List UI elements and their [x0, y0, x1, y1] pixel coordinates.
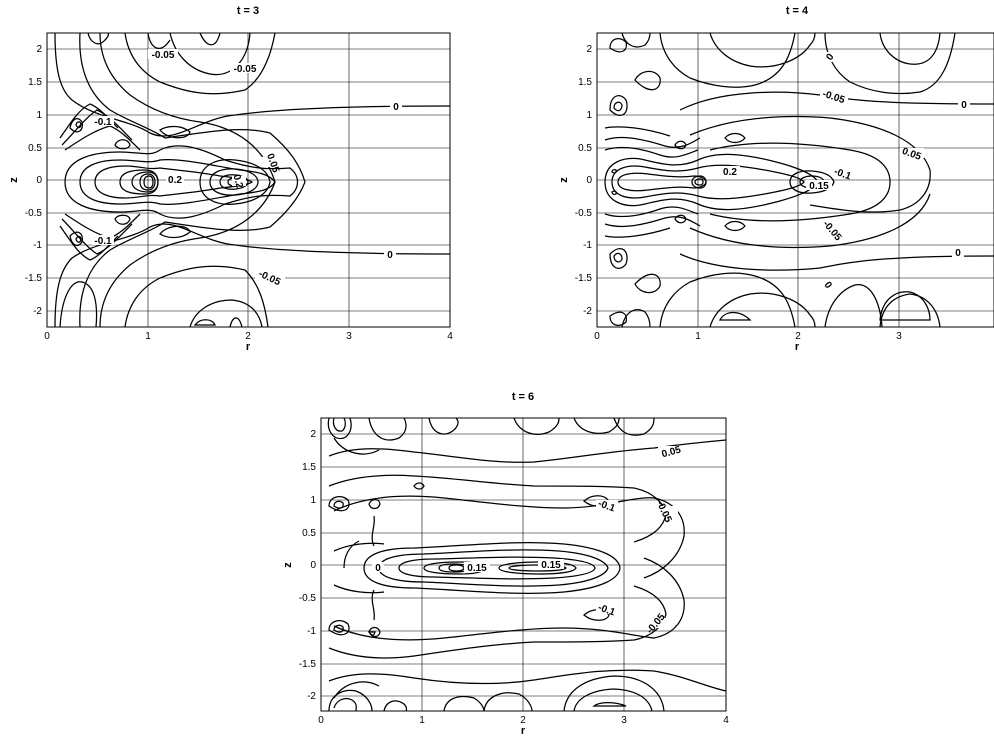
contour-plot-t4: t = 4	[550, 0, 994, 360]
x-tick-label: 2	[795, 331, 801, 342]
y-tick-label: 1	[310, 495, 316, 506]
contour-label: -0.1	[94, 236, 112, 247]
y-tick-labels: -2 -1.5 -1 -0.5 0 0.5 1 1.5 2	[299, 429, 317, 702]
y-tick-label: 1.5	[578, 77, 592, 88]
y-tick-label: -1.5	[299, 659, 317, 670]
y-tick-label: 1.5	[302, 462, 316, 473]
contour-label: -0.05	[257, 269, 283, 289]
contour-label-group: 0 -0.05 0 0.05 0.2 -0.1 0.15 -0.05 0 0	[720, 51, 970, 291]
contour-label: 0.2	[168, 175, 182, 186]
x-tick-labels: 0 1 2 3 4	[44, 331, 453, 342]
y-tick-labels: -2 -1.5 -1 -0.5 0 0.5 1 1.5 2	[25, 44, 43, 317]
x-tick-label: 3	[621, 715, 627, 726]
y-tick-label: 0.5	[578, 143, 592, 154]
y-tick-label: -0.5	[299, 593, 317, 604]
y-tick-label: -1.5	[25, 273, 43, 284]
x-axis-label: r	[521, 725, 526, 737]
contour-label: 0.2	[723, 167, 737, 178]
contour-label: 0	[375, 563, 381, 574]
x-tick-labels: 0 1 2 3	[594, 331, 902, 342]
y-tick-label: 0.5	[302, 528, 316, 539]
chart-title: t = 6	[512, 391, 534, 403]
y-tick-label: -1.5	[575, 273, 593, 284]
plot-frame	[320, 417, 727, 712]
y-tick-label: 1.5	[28, 77, 42, 88]
y-tick-label: 2	[310, 429, 316, 440]
y-tick-label: 1	[586, 110, 592, 121]
grid-lines	[321, 418, 726, 711]
contour-label: -0.05	[234, 64, 257, 75]
chart-title: t = 4	[786, 5, 809, 17]
y-tick-label: -2	[307, 691, 316, 702]
x-axis-label: r	[795, 341, 800, 353]
chart-title: t = 3	[237, 5, 259, 17]
contour-lines	[54, 33, 450, 327]
y-tick-label: 1	[36, 110, 42, 121]
plot-frame	[596, 32, 994, 328]
chart-svg-t3: t = 3	[8, 5, 453, 353]
contour-label: 0	[961, 100, 967, 111]
y-tick-label: -1	[307, 626, 316, 637]
y-axis-label: z	[282, 562, 294, 568]
y-tick-label: 0	[586, 175, 592, 186]
contour-lines	[604, 33, 994, 327]
x-tick-label: 0	[594, 331, 600, 342]
x-tick-label: 1	[419, 715, 425, 726]
x-tick-label: 2	[520, 715, 526, 726]
y-tick-label: -2	[583, 306, 592, 317]
contour-label: 0	[393, 102, 399, 113]
x-tick-labels: 0 1 2 3 4	[318, 715, 729, 726]
x-axis-label: r	[246, 341, 251, 353]
y-tick-label: -0.5	[25, 208, 43, 219]
y-tick-label: 0.5	[28, 143, 42, 154]
contour-plot-t3: t = 3	[0, 0, 480, 360]
contour-label-group: -0.05 -0.05 0 -0.1 0.05 0.2 0.2 -0.1 0 -…	[92, 49, 402, 288]
contour-label: 0	[821, 280, 833, 291]
x-tick-label: 3	[346, 331, 352, 342]
contour-label: -0.05	[152, 50, 175, 61]
plot-frame	[46, 32, 451, 328]
x-tick-label: 0	[318, 715, 324, 726]
chart-svg-t4: t = 4	[558, 5, 994, 353]
x-tick-label: 2	[245, 331, 251, 342]
contour-label: 0.15	[809, 181, 829, 192]
grid-lines	[597, 33, 994, 327]
x-tick-label: 3	[896, 331, 902, 342]
chart-svg-t6: t = 6	[282, 391, 729, 737]
x-tick-label: 1	[695, 331, 701, 342]
contour-label: 0.2	[230, 173, 244, 190]
y-tick-label: 0	[36, 175, 42, 186]
x-tick-label: 4	[447, 331, 453, 342]
contour-plot-t6: t = 6	[274, 386, 754, 740]
y-tick-label: -1	[33, 240, 42, 251]
contour-label: 0	[955, 248, 961, 259]
grid-lines	[47, 33, 450, 327]
contour-label: 0.15	[541, 560, 561, 571]
y-tick-label: -2	[33, 306, 42, 317]
y-tick-label: -0.5	[575, 208, 593, 219]
contour-label: 0.05	[661, 445, 683, 461]
x-tick-label: 4	[723, 715, 729, 726]
y-tick-label: 0	[310, 560, 316, 571]
contour-label: -0.1	[94, 117, 112, 128]
y-axis-label: z	[558, 177, 570, 183]
contour-lines	[327, 418, 726, 711]
x-tick-label: 0	[44, 331, 50, 342]
contour-label: 0	[387, 250, 393, 261]
y-tick-label: -1	[583, 240, 592, 251]
y-tick-label: 2	[586, 44, 592, 55]
contour-label: 0	[824, 51, 836, 62]
y-tick-label: 2	[36, 44, 42, 55]
x-tick-label: 1	[145, 331, 151, 342]
y-axis-label: z	[8, 177, 20, 183]
y-tick-labels: -2 -1.5 -1 -0.5 0 0.5 1 1.5 2	[575, 44, 593, 317]
contour-label: 0.15	[467, 563, 487, 574]
